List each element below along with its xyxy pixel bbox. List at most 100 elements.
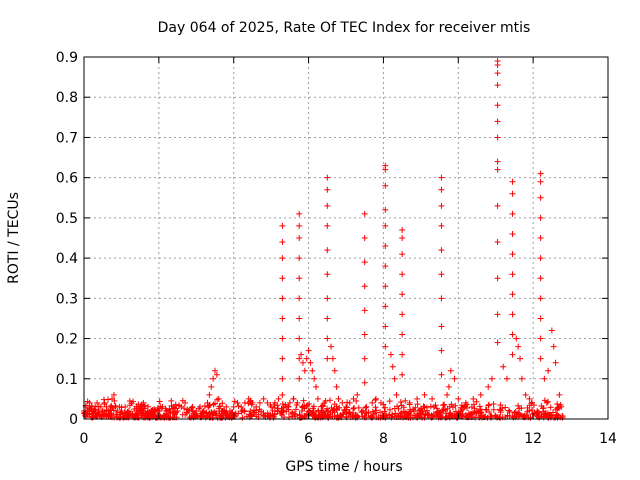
roti-point [438,202,445,209]
roti-point [219,407,226,414]
roti-point [438,271,445,278]
roti-point [537,170,544,177]
roti-point [537,335,544,342]
roti-point [462,399,469,406]
roti-point [283,403,290,410]
roti-point [197,403,204,410]
roti-point [399,226,406,233]
roti-point [399,371,406,378]
roti-point [399,251,406,258]
roti-point [118,407,125,414]
roti-point [296,235,303,241]
roti-point [537,214,544,221]
roti-point [309,367,316,374]
roti-point [382,323,389,330]
roti-point [494,82,501,89]
roti-point [438,222,445,229]
roti-point [556,391,563,398]
roti-point [279,275,286,282]
roti-point [509,351,516,358]
roti-point [361,307,368,314]
roti-point [421,391,428,398]
roti-point [279,255,286,262]
roti-point [155,407,162,414]
roti-point [210,375,217,382]
roti-point [518,375,525,382]
roti-point [299,359,306,366]
roti-point [399,311,406,318]
roti-point [494,158,501,165]
roti-point [438,247,445,254]
y-tick-label: 0.4 [56,251,78,267]
roti-point [335,395,342,402]
y-tick-label: 0 [69,412,78,428]
y-tick-label: 0.1 [56,372,78,388]
roti-point [333,383,340,390]
x-tick-label: 2 [154,431,163,447]
x-tick-label: 0 [80,431,89,447]
roti-point [324,222,331,229]
roti-point [541,375,548,382]
roti-point [537,275,544,282]
roti-point [148,411,155,418]
roti-point [178,403,185,410]
roti-point [92,403,99,410]
roti-point [279,335,286,342]
roti-point [256,399,263,406]
roti-point [445,383,452,390]
roti-point [537,355,544,362]
roti-point [226,407,233,414]
roti-point [494,311,501,318]
roti-point [399,351,406,358]
x-tick-label: 8 [379,431,388,447]
roti-point [393,391,400,398]
roti-point [185,407,192,414]
roti-point [399,271,406,278]
roti-point [279,355,286,362]
roti-point [234,399,241,406]
x-tick-label: 4 [229,431,238,447]
data-points [81,58,565,418]
roti-point [125,407,132,414]
plot-frame [83,56,609,420]
roti-point [537,235,544,241]
roti-point [174,407,181,414]
axis-ticks [83,56,609,420]
roti-point [286,399,293,406]
roti-point [369,399,376,406]
roti-point [279,239,286,246]
roti-point [361,283,368,290]
roti-point [537,315,544,322]
roti-point [193,407,200,414]
y-tick-label: 0.6 [56,171,78,187]
roti-point [324,315,331,322]
roti-point [361,210,368,217]
roti-point [552,359,559,366]
roti-point [116,403,123,410]
roti-point [279,295,286,302]
roti-point [296,295,303,302]
roti-point [307,359,314,366]
roti-point [455,395,462,402]
roti-point [545,367,552,374]
roti-point [296,315,303,322]
roti-point [361,259,368,266]
roti-point [509,230,516,237]
roti-point [550,343,557,350]
roti-point [296,335,303,342]
roti-point [129,411,136,418]
roti-point [399,291,406,298]
roti-point [382,222,389,229]
roti-point [311,375,318,382]
y-tick-label: 0.9 [56,50,78,66]
roti-point [494,102,501,109]
roti-point [382,206,389,213]
roti-point [438,323,445,330]
roti-point [494,134,501,141]
x-tick-label: 12 [524,431,542,447]
roti-point [509,331,516,338]
roti-point [399,235,406,241]
roti-point [215,395,222,402]
roti-point [513,335,520,342]
x-tick-label: 10 [449,431,467,447]
